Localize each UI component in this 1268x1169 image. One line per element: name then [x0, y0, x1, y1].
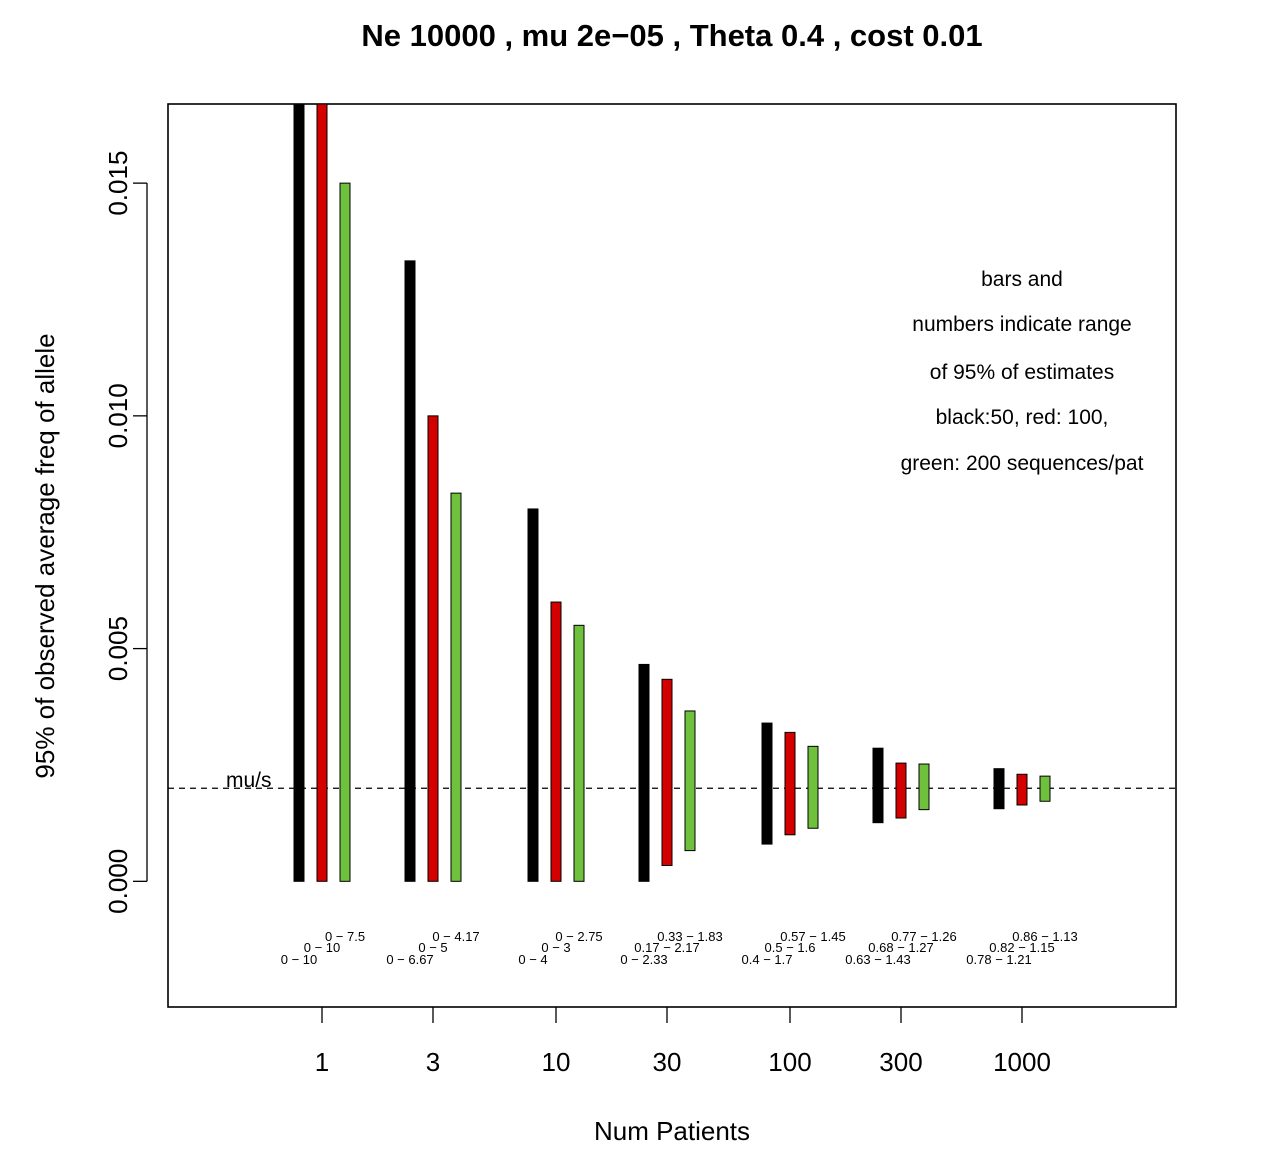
- range-bar: [450, 492, 462, 882]
- plot-frame: [167, 103, 1177, 1008]
- x-tick-label: 100: [768, 1047, 811, 1077]
- chart-title: Ne 10000 , mu 2e−05 , Theta 0.4 , cost 0…: [361, 18, 982, 53]
- x-tick-label: 300: [879, 1047, 922, 1077]
- range-bar: [872, 747, 884, 824]
- range-label: 0 − 7.5: [325, 929, 365, 944]
- x-axis-label: Num Patients: [594, 1116, 750, 1146]
- range-labels-group: 0 − 10 0 − 6.67 0 − 4 0 − 2.33 0.4 − 1.7 0.63…: [281, 929, 1078, 967]
- range-label: 0.5 − 1.6: [765, 940, 816, 955]
- x-tick-label: 30: [653, 1047, 682, 1077]
- range-label: 0.57 − 1.45: [780, 929, 845, 944]
- legend-line: green: 200 sequences/pat: [901, 452, 1144, 475]
- range-label: 0 − 3: [541, 940, 570, 955]
- range-label: 0 − 10: [281, 952, 318, 967]
- range-label: 0.17 − 2.17: [634, 940, 699, 955]
- range-label: 0.33 − 1.83: [657, 929, 722, 944]
- range-label: 0.77 − 1.26: [891, 929, 956, 944]
- range-label: 0.63 − 1.43: [845, 952, 910, 967]
- range-bar: [807, 745, 819, 829]
- range-bar: [638, 663, 650, 882]
- y-tick-label: 0.000: [103, 849, 133, 914]
- x-tick-label: 3: [426, 1047, 440, 1077]
- x-tick-label: 1000: [993, 1047, 1051, 1077]
- y-tick-label: 0.010: [103, 383, 133, 448]
- range-bar: [550, 601, 562, 882]
- legend-line: black:50, red: 100,: [936, 406, 1109, 429]
- range-label: 0 − 6.67: [386, 952, 433, 967]
- legend-line: of 95% of estimates: [930, 361, 1114, 384]
- range-bar: [1039, 775, 1051, 802]
- range-label: 0 − 2.33: [620, 952, 667, 967]
- x-tick-label: 10: [542, 1047, 571, 1077]
- range-label: 0.82 − 1.15: [989, 940, 1054, 955]
- range-bar: [573, 624, 585, 882]
- range-bar: [684, 710, 696, 852]
- range-label: 0 − 10: [304, 940, 341, 955]
- legend-line: bars and: [981, 268, 1063, 291]
- range-bar: [427, 415, 439, 882]
- range-bar: [527, 508, 539, 882]
- y-tick-label: 0.015: [103, 151, 133, 216]
- range-bar: [339, 182, 351, 882]
- x-axis: 1 3 10 30 100 300 1000: [315, 1007, 1051, 1077]
- y-axis-label: 95% of observed average freq of allele: [30, 333, 60, 778]
- range-label: 0.68 − 1.27: [868, 940, 933, 955]
- range-label: 0 − 4.17: [432, 929, 479, 944]
- range-bar: [1016, 773, 1028, 806]
- bars-group: [293, 103, 1051, 882]
- range-bar: [784, 731, 796, 836]
- range-bar: [761, 722, 773, 845]
- reference-line-label: mu/s: [226, 769, 272, 792]
- range-label: 0.4 − 1.7: [742, 952, 793, 967]
- range-label: 0.86 − 1.13: [1012, 929, 1077, 944]
- range-label: 0.78 − 1.21: [966, 952, 1031, 967]
- range-bar: [404, 260, 416, 882]
- y-axis: 0.000 0.005 0.010 0.015: [103, 151, 148, 914]
- y-tick-label: 0.005: [103, 616, 133, 681]
- range-bar: [918, 763, 930, 811]
- range-bar: [293, 103, 305, 882]
- legend-text: bars and numbers indicate range of 95% of …: [901, 268, 1144, 475]
- legend-line: numbers indicate range: [912, 313, 1131, 336]
- range-bar: [993, 768, 1005, 810]
- range-label: 0 − 5: [418, 940, 447, 955]
- range-bar: [316, 103, 328, 882]
- range-label: 0 − 4: [518, 952, 547, 967]
- range-label: 0 − 2.75: [555, 929, 602, 944]
- range-bar: [895, 762, 907, 819]
- x-tick-label: 1: [315, 1047, 329, 1077]
- range-bar: [661, 678, 673, 866]
